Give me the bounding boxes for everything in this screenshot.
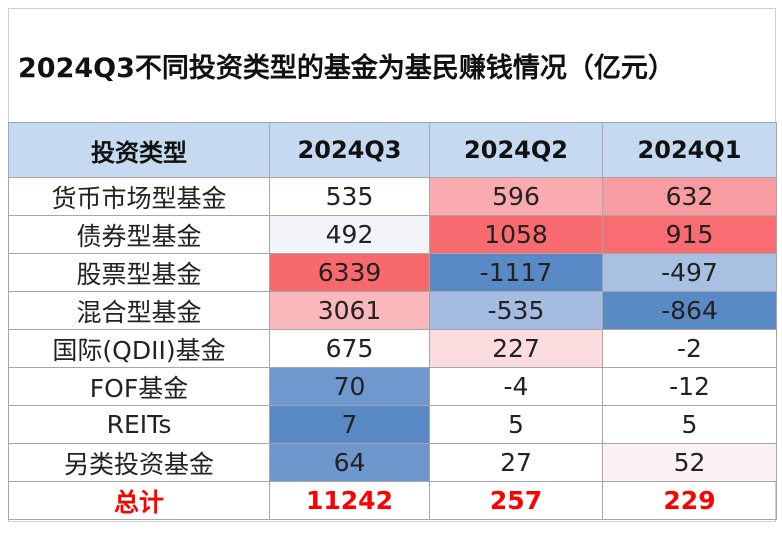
- value-cell: 227: [429, 329, 603, 368]
- total-row: 总计 11242 257 229: [8, 481, 777, 520]
- header-cell: 2024Q2: [429, 122, 603, 178]
- value-cell: -497: [602, 253, 777, 292]
- total-value: 229: [602, 481, 777, 520]
- header-row: 投资类型 2024Q3 2024Q2 2024Q1: [8, 122, 777, 178]
- value-cell: 6339: [269, 253, 430, 292]
- table-row: 股票型基金 6339 -1117 -497: [8, 253, 777, 292]
- value-cell: -535: [429, 291, 603, 330]
- value-cell: 52: [602, 443, 777, 482]
- value-cell: 492: [269, 215, 430, 254]
- row-label: 另类投资基金: [8, 443, 270, 482]
- chart-title: 2024Q3不同投资类型的基金为基民赚钱情况（亿元）: [18, 52, 675, 84]
- row-label: 债券型基金: [8, 215, 270, 254]
- row-label: REITs: [8, 405, 270, 444]
- value-cell: 5: [602, 405, 777, 444]
- value-cell: 675: [269, 329, 430, 368]
- table-row: 货币市场型基金 535 596 632: [8, 177, 777, 216]
- table-row: 混合型基金 3061 -535 -864: [8, 291, 777, 330]
- value-cell: -2: [602, 329, 777, 368]
- header-cell: 2024Q3: [269, 122, 430, 178]
- table-row: FOF基金 70 -4 -12: [8, 367, 777, 406]
- table-row: 国际(QDII)基金 675 227 -2: [8, 329, 777, 368]
- table-row: 债券型基金 492 1058 915: [8, 215, 777, 254]
- value-cell: 27: [429, 443, 603, 482]
- value-cell: 632: [602, 177, 777, 216]
- data-table: 投资类型 2024Q3 2024Q2 2024Q1 货币市场型基金 535 596 6…: [8, 122, 777, 520]
- value-cell: 64: [269, 443, 430, 482]
- row-label: 混合型基金: [8, 291, 270, 330]
- row-label: FOF基金: [8, 367, 270, 406]
- value-cell: -864: [602, 291, 777, 330]
- row-label: 股票型基金: [8, 253, 270, 292]
- table-row: 另类投资基金 64 27 52: [8, 443, 777, 482]
- header-cell: 2024Q1: [602, 122, 777, 178]
- total-value: 11242: [269, 481, 430, 520]
- value-cell: 70: [269, 367, 430, 406]
- table-row: REITs 7 5 5: [8, 405, 777, 444]
- value-cell: 915: [602, 215, 777, 254]
- header-cell: 投资类型: [8, 122, 270, 178]
- row-label: 国际(QDII)基金: [8, 329, 270, 368]
- total-value: 257: [429, 481, 603, 520]
- value-cell: 1058: [429, 215, 603, 254]
- row-label: 货币市场型基金: [8, 177, 270, 216]
- value-cell: -12: [602, 367, 777, 406]
- value-cell: 7: [269, 405, 430, 444]
- total-label: 总计: [8, 481, 270, 520]
- table-body: 货币市场型基金 535 596 632 债券型基金 492 1058 915 股票型基金 6339…: [8, 177, 777, 520]
- value-cell: -1117: [429, 253, 603, 292]
- value-cell: 596: [429, 177, 603, 216]
- value-cell: 3061: [269, 291, 430, 330]
- value-cell: 535: [269, 177, 430, 216]
- value-cell: -4: [429, 367, 603, 406]
- value-cell: 5: [429, 405, 603, 444]
